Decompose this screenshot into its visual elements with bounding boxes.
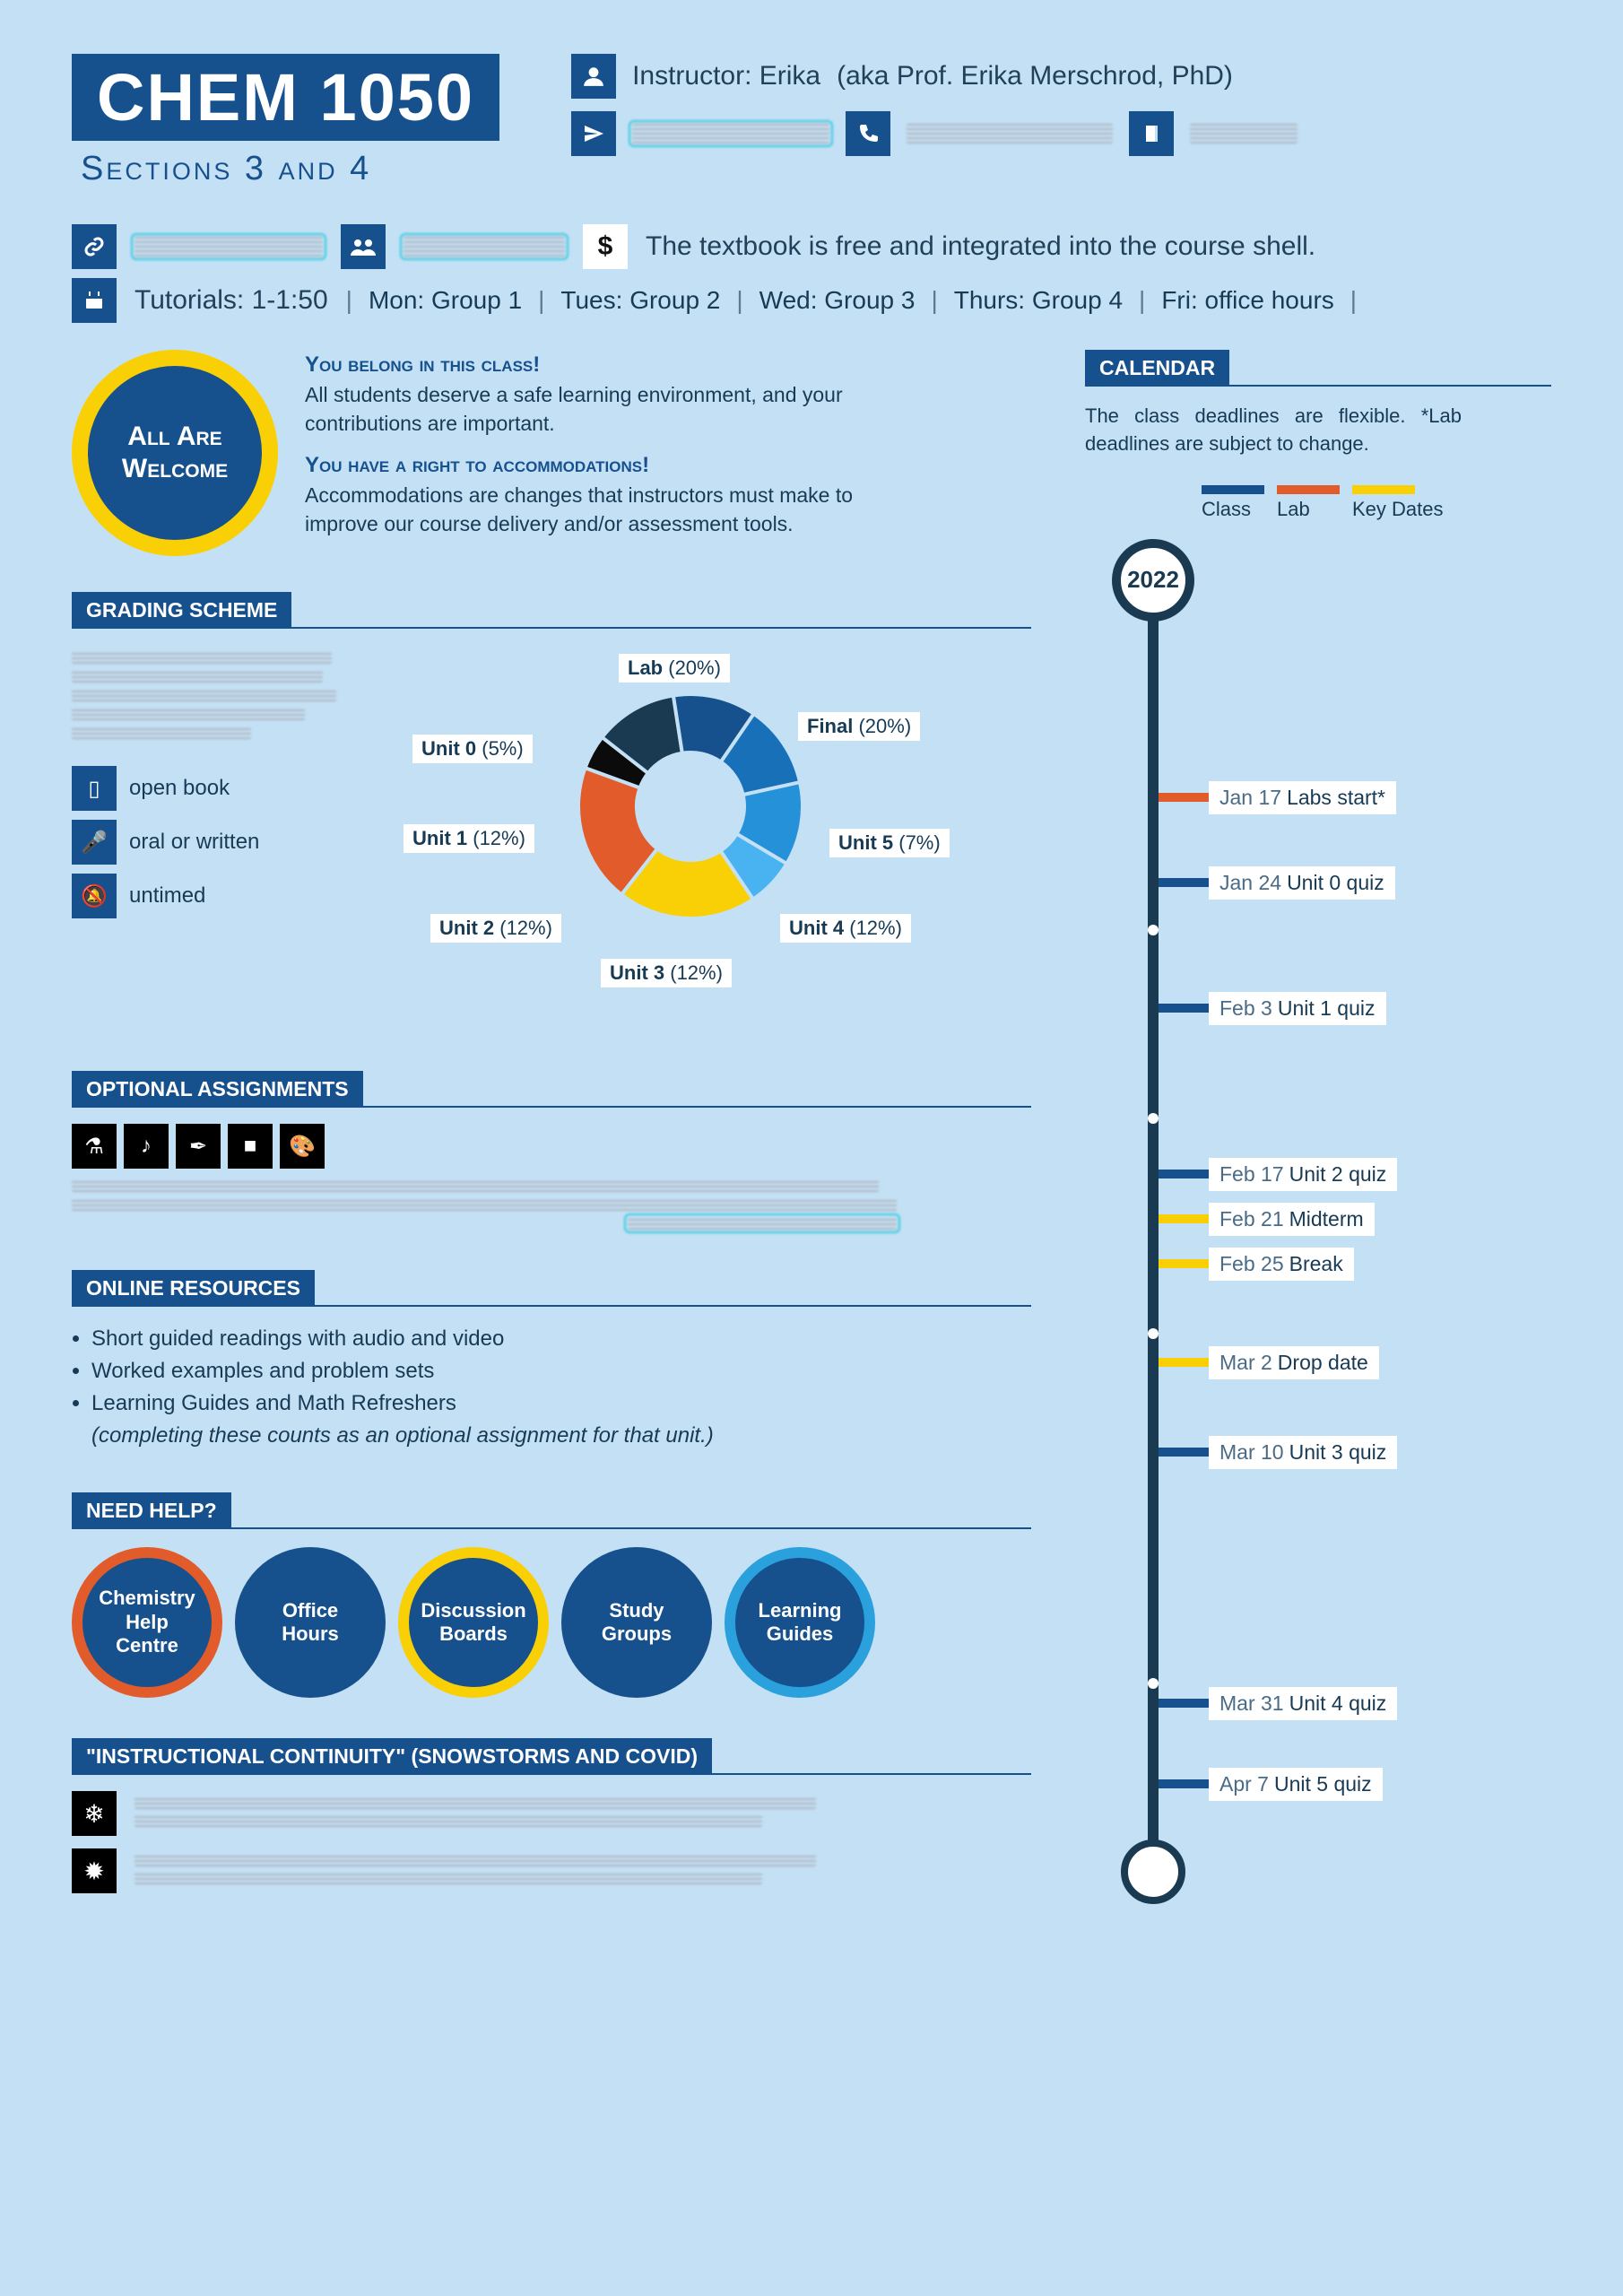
chart-label: Final (20%) [798,712,920,741]
calendar-note: The class deadlines are flexible. *Lab d… [1085,403,1462,458]
chart-label: Unit 2 (12%) [430,914,561,943]
video-icon: ■ [228,1124,273,1169]
dollar-icon: $ [583,224,628,269]
calendar-icon [72,278,117,323]
redacted-line [72,1198,897,1211]
timeline-year: 2022 [1112,539,1194,622]
redacted-line [72,689,336,701]
textbook-note: The textbook is free and integrated into… [646,231,1315,262]
continuity-header: "INSTRUCTIONAL CONTINUITY" (SNOWSTORMS A… [72,1738,712,1775]
instructor-aka: (aka Prof. Erika Merschrod, PhD) [837,61,1233,91]
help-circle[interactable]: DiscussionBoards [398,1547,549,1698]
feature-label: untimed [129,883,205,909]
pen-icon: ✒ [176,1124,221,1169]
chart-label: Unit 1 (12%) [404,824,534,853]
tutorial-slot: Wed: Group 3 [759,286,916,315]
book-icon: ▯ [72,766,117,811]
feature-label: oral or written [129,830,259,855]
redacted-line [72,1179,879,1192]
timeline-item: Mar 10Unit 3 quiz [1159,1436,1397,1469]
redacted-line [628,1217,897,1230]
course-subtitle: Sections 3 and 4 [72,150,499,188]
legend-item: Key Dates [1352,485,1444,521]
welcome-heading-2: You have a right to accommodations! [305,450,879,481]
mic-icon: 🎤 [72,820,117,865]
resource-item: Learning Guides and Math Refreshers [91,1387,1031,1420]
chart-label: Unit 4 (12%) [780,914,911,943]
send-icon [571,111,616,156]
tutorial-slot: Thurs: Group 4 [954,286,1123,315]
chart-label: Unit 5 (7%) [829,829,950,857]
legend-item: Class [1202,485,1264,521]
redacted-line [72,708,305,720]
welcome-text: You belong in this class! All students d… [305,350,879,538]
feature-label: open book [129,776,230,801]
timeline-item: Mar 31Unit 4 quiz [1159,1687,1397,1720]
untimed-icon: 🔕 [72,874,117,918]
phone-icon [846,111,890,156]
welcome-circle: All Are Welcome [72,350,278,556]
timeline-item: Apr 7Unit 5 quiz [1159,1768,1383,1801]
palette-icon: 🎨 [280,1124,325,1169]
tutorial-slot: Tues: Group 2 [560,286,720,315]
redacted-line [72,651,332,664]
welcome-heading-1: You belong in this class! [305,350,879,380]
chart-label: Unit 0 (5%) [412,735,533,763]
timeline-item: Feb 25Break [1159,1248,1354,1281]
tutorials-label: Tutorials: 1-1:50 [135,285,328,316]
help-circle[interactable]: StudyGroups [561,1547,712,1698]
grading-header: GRADING SCHEME [72,592,291,629]
resources-header: ONLINE RESOURCES [72,1270,315,1307]
chart-label: Lab (20%) [619,654,730,683]
instructor-label: Instructor: Erika [632,61,820,91]
grading-feature: 🎤 oral or written [72,820,368,865]
link-icon [72,224,117,269]
tiktok-icon: ♪ [124,1124,169,1169]
help-circle[interactable]: OfficeHours [235,1547,386,1698]
course-title: CHEM 1050 [72,54,499,141]
group-icon [341,224,386,269]
flask-icon: ⚗ [72,1124,117,1169]
tutorial-slot: Mon: Group 1 [369,286,522,315]
timeline-item: Jan 17Labs start* [1159,781,1396,814]
redacted-line [72,726,251,739]
help-header: NEED HELP? [72,1492,231,1529]
resource-item: Worked examples and problem sets [91,1355,1031,1387]
redacted-link [135,237,323,257]
legend-item: Lab [1277,485,1340,521]
snowflake-icon: ❄ [72,1791,117,1836]
welcome-paragraph-2: Accommodations are changes that instruct… [305,481,879,538]
help-circle[interactable]: ChemistryHelpCentre [72,1547,222,1698]
calendar-timeline: 2022 Jan 17Labs start* Jan 24Unit 0 quiz… [1112,539,1551,1884]
timeline-item: Feb 21Midterm [1159,1203,1375,1236]
resource-item: Short guided readings with audio and vid… [91,1323,1031,1355]
calendar-header: CALENDAR [1085,350,1229,387]
redacted-room [1190,124,1298,144]
welcome-paragraph-1: All students deserve a safe learning env… [305,380,879,438]
timeline-item: Feb 3Unit 1 quiz [1159,992,1386,1025]
redacted-group [404,237,565,257]
virus-icon: ✹ [72,1848,117,1893]
resources-note: (completing these counts as an optional … [91,1423,714,1448]
optional-header: OPTIONAL ASSIGNMENTS [72,1071,363,1108]
resources-list: Short guided readings with audio and vid… [72,1323,1031,1420]
timeline-item: Jan 24Unit 0 quiz [1159,866,1395,900]
door-icon [1129,111,1174,156]
person-icon [571,54,616,99]
grading-feature: ▯ open book [72,766,368,811]
tutorial-slots: |Mon: Group 1|Tues: Group 2|Wed: Group 3… [346,286,1357,315]
chart-label: Unit 3 (12%) [601,959,732,987]
help-circle[interactable]: LearningGuides [725,1547,875,1698]
redacted-phone [907,124,1113,144]
grading-donut-chart: Unit 0 (5%) Unit 1 (12%) Unit 2 (12%) Unit … [395,645,950,1031]
timeline-item: Mar 2Drop date [1159,1346,1379,1379]
timeline-item: Feb 17Unit 2 quiz [1159,1158,1397,1191]
redacted-line [72,670,323,683]
redacted-email [632,124,829,144]
grading-feature: 🔕 untimed [72,874,368,918]
tutorial-slot: Fri: office hours [1161,286,1333,315]
